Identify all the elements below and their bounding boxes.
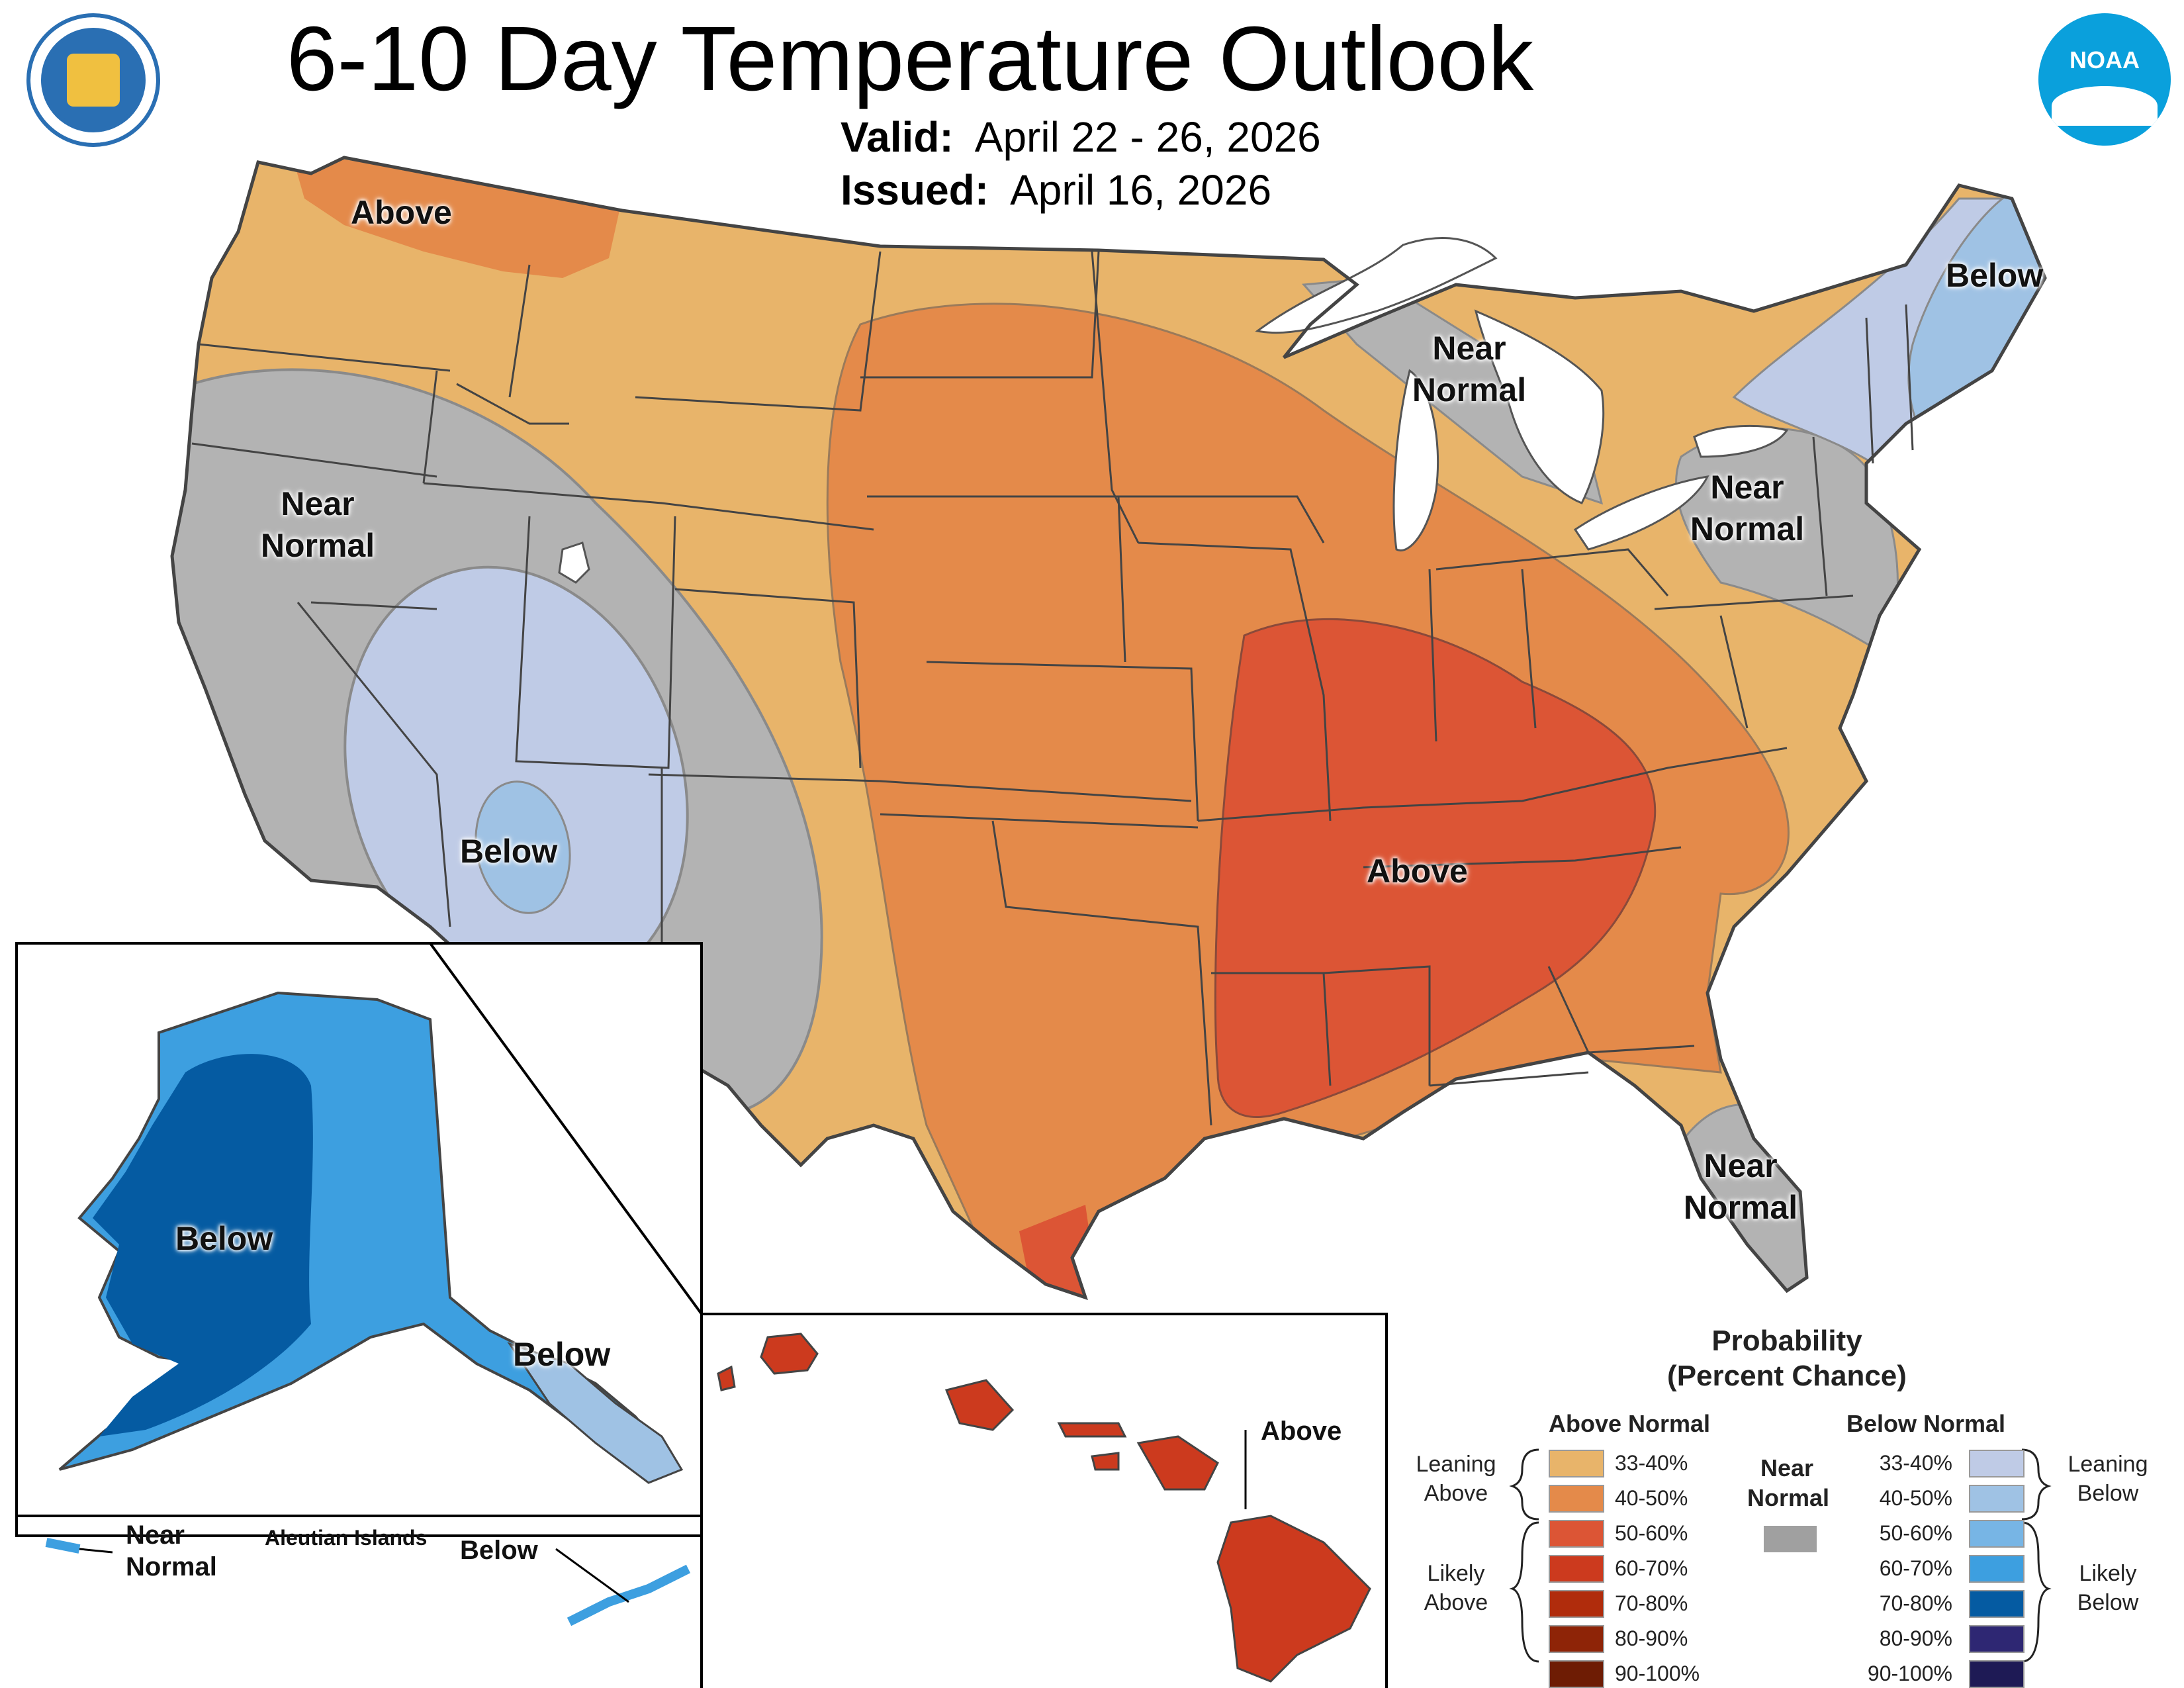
label-aleutian-below: Below xyxy=(460,1536,538,1565)
alaska-panhandle xyxy=(507,1342,684,1484)
legend-below-range-3: 60-70% xyxy=(1879,1556,1952,1580)
alaska-inset xyxy=(15,942,703,1626)
legend-below-range-4: 70-80% xyxy=(1879,1591,1952,1615)
state-borders xyxy=(191,251,1914,1126)
legend-near-normal-label: Near Normal xyxy=(1747,1454,1830,1511)
maui xyxy=(1136,1435,1219,1491)
label-west-near-normal: Near Normal xyxy=(260,485,375,564)
legend-below-header: Below Normal xyxy=(1846,1410,2006,1437)
legend-brackets xyxy=(1509,1448,2052,1663)
legend-above-swatch-3 xyxy=(1549,1555,1604,1583)
legend-below-swatch-4 xyxy=(1969,1590,2025,1618)
valid-label: Valid: xyxy=(841,113,954,161)
legend-above-swatch-5 xyxy=(1549,1625,1604,1653)
issued-label: Issued: xyxy=(841,166,989,214)
commerce-seal-logo xyxy=(26,13,160,147)
legend-above-range-1: 40-50% xyxy=(1615,1486,1688,1510)
legend-above-swatch-4 xyxy=(1549,1590,1604,1618)
oahu xyxy=(944,1379,1015,1431)
label-sw-below: Below xyxy=(460,833,558,870)
label-nw-above: Above xyxy=(351,194,452,231)
legend-leaning-below: Leaning Below xyxy=(2068,1452,2148,1507)
great-salt-lake xyxy=(558,541,590,584)
lake-ontario xyxy=(1693,424,1789,458)
label-aleutian-near-normal: Near Normal xyxy=(126,1521,217,1581)
page-title: 6-10 Day Temperature Outlook xyxy=(286,8,1534,110)
legend-above-range-5: 80-90% xyxy=(1615,1626,1688,1650)
kauai xyxy=(760,1333,819,1375)
label-northeast-below: Below xyxy=(1946,257,2044,294)
label-florida-near-normal: Near Normal xyxy=(1683,1147,1798,1226)
label-great-lakes-near-normal: Near Normal xyxy=(1412,330,1527,408)
legend-above-range-4: 70-80% xyxy=(1615,1591,1688,1615)
legend-above-range-0: 33-40% xyxy=(1615,1451,1688,1475)
legend-above-range-6: 90-100% xyxy=(1615,1662,1700,1685)
legend-below-range-0: 33-40% xyxy=(1879,1451,1952,1475)
legend-above-swatch-6 xyxy=(1549,1660,1604,1688)
legend-above-swatch-2 xyxy=(1549,1520,1604,1548)
valid-value: April 22 - 26, 2026 xyxy=(974,113,1321,161)
hawaii-big-island xyxy=(1216,1515,1371,1683)
noaa-logo: NOAA xyxy=(2038,13,2171,146)
legend-title-line1: Probability xyxy=(1711,1325,1862,1357)
label-aleutian-islands: Aleutian Islands xyxy=(265,1526,428,1550)
legend-below-swatch-0 xyxy=(1969,1450,2025,1477)
legend-below-swatch-1 xyxy=(1969,1485,2025,1513)
label-alaska-below: Below xyxy=(175,1220,273,1257)
legend-below-range-1: 40-50% xyxy=(1879,1486,1952,1510)
legend-title-line2: (Percent Chance) xyxy=(1667,1359,1907,1392)
conus-outline xyxy=(170,156,2047,1300)
noaa-logo-text: NOAA xyxy=(2070,46,2140,73)
legend-below-range-5: 80-90% xyxy=(1879,1626,1952,1650)
niihau xyxy=(717,1365,736,1391)
legend-above-range-2: 50-60% xyxy=(1615,1521,1688,1545)
legend-below-swatch-6 xyxy=(1969,1660,2025,1688)
legend-likely-below: Likely Below xyxy=(2077,1561,2139,1616)
legend-title: Probability (Percent Chance) xyxy=(1608,1324,1966,1394)
hawaii-inset xyxy=(700,1313,1388,1688)
lake-erie xyxy=(1573,475,1709,551)
valid-line: Valid: April 22 - 26, 2026 xyxy=(841,113,1321,162)
legend-below-swatch-3 xyxy=(1969,1555,2025,1583)
legend-likely-above: Likely Above xyxy=(1424,1561,1488,1616)
label-hawaii-above: Above xyxy=(1261,1417,1342,1446)
legend-leaning-above: Leaning Above xyxy=(1416,1452,1496,1507)
legend-near-normal-swatch xyxy=(1764,1526,1817,1552)
legend-below-range-6: 90-100% xyxy=(1867,1662,1952,1685)
legend-below-swatch-5 xyxy=(1969,1625,2025,1653)
region-nw-above-40-50 xyxy=(291,158,622,278)
issued-line: Issued: April 16, 2026 xyxy=(841,165,1271,214)
molokai xyxy=(1057,1422,1127,1438)
legend-above-swatch-0 xyxy=(1549,1450,1604,1477)
legend-below-swatch-2 xyxy=(1969,1520,2025,1548)
alaska-below-70-80 xyxy=(93,1054,313,1436)
label-southeast-above: Above xyxy=(1367,853,1468,890)
legend-above-swatch-1 xyxy=(1549,1485,1604,1513)
label-midatlantic-near-normal: Near Normal xyxy=(1690,469,1805,547)
aleutian-chain xyxy=(45,1538,691,1626)
lake-michigan xyxy=(1392,369,1439,551)
legend-above-header: Above Normal xyxy=(1549,1410,1711,1437)
noaa-wave-icon xyxy=(2052,86,2158,126)
issued-value: April 16, 2026 xyxy=(1010,166,1272,214)
lake-huron xyxy=(1474,309,1605,504)
legend-below-range-2: 50-60% xyxy=(1879,1521,1952,1545)
legend-above-range-3: 60-70% xyxy=(1615,1556,1688,1580)
lanai xyxy=(1091,1452,1120,1471)
region-sw-below-40-50 xyxy=(475,780,571,914)
label-alaska-panhandle-below: Below xyxy=(513,1336,611,1373)
commerce-seal-eagle-icon xyxy=(67,54,120,107)
